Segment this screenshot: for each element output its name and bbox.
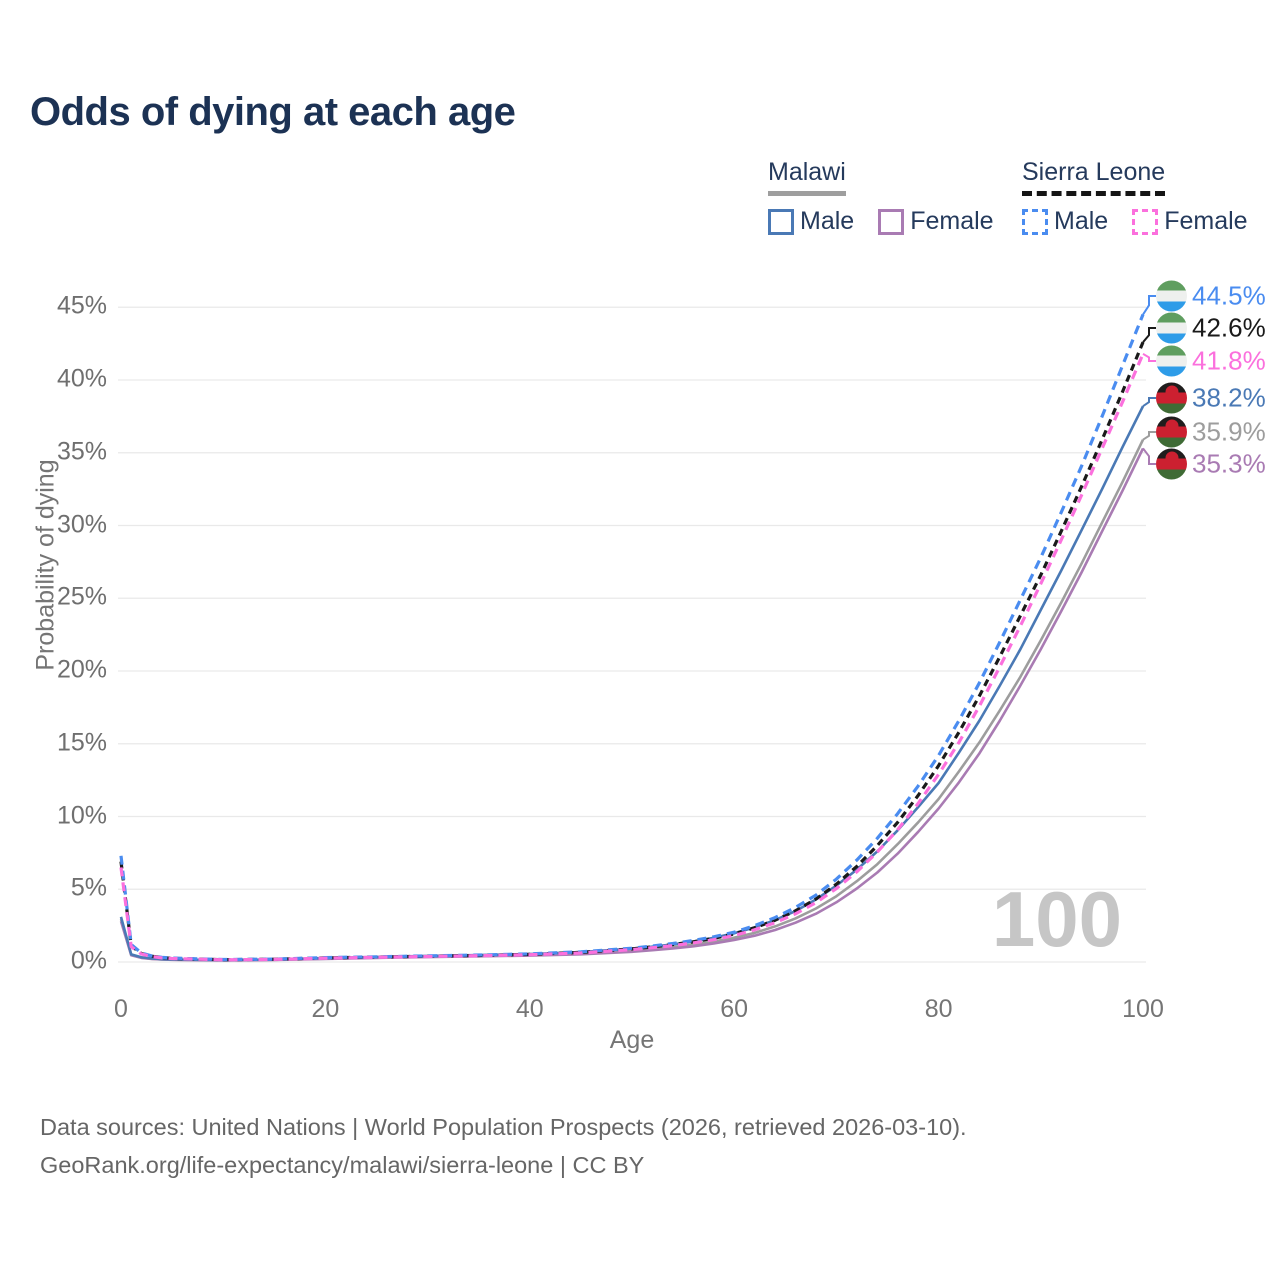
- end-value-label-sierra-leone-male: 44.5%: [1192, 280, 1266, 311]
- end-value-label-sierra-leone-female: 41.8%: [1192, 345, 1266, 376]
- y-tick-label: 35%: [56, 437, 107, 466]
- legend-label: Female: [1164, 207, 1248, 235]
- label-connector: [1142, 431, 1156, 441]
- x-tick-label: 100: [1122, 995, 1164, 1023]
- flag-stripe: [1156, 333, 1187, 344]
- series-line-sierra-leone-female[interactable]: [119, 353, 1145, 962]
- x-axis-title: Age: [609, 1026, 655, 1054]
- end-value-label-malawi-both: 35.9%: [1192, 416, 1266, 447]
- label-connector: [1142, 352, 1156, 362]
- y-tick-label: 40%: [56, 364, 107, 393]
- x-tick-label: 40: [515, 995, 544, 1023]
- legend-item-sierra-leone-female[interactable]: Female: [1132, 207, 1248, 236]
- page-title: Odds of dying at each age: [30, 90, 516, 134]
- sierra-leone-flag-icon: [1156, 312, 1187, 344]
- flag-stripe: [1156, 458, 1187, 470]
- series-line-sierra-leone-both[interactable]: [119, 341, 1145, 962]
- flag-stripe: [1156, 382, 1187, 393]
- malawi-female-swatch-icon: [878, 208, 905, 235]
- series-line-sierra-leone-male[interactable]: [119, 313, 1145, 962]
- label-connector: [1142, 327, 1156, 343]
- y-tick-label: 45%: [56, 291, 107, 320]
- legend-item-malawi-female[interactable]: Female: [878, 207, 994, 236]
- x-tick-label: 60: [720, 995, 749, 1023]
- end-value-label-sierra-leone-both: 42.6%: [1192, 312, 1266, 343]
- sierra-leone-flag-icon: [1156, 345, 1187, 377]
- flag-stripe: [1156, 355, 1187, 367]
- series-line-malawi-both[interactable]: [119, 439, 1145, 962]
- y-tick-label: 30%: [56, 509, 107, 538]
- end-value-label-malawi-female: 35.3%: [1192, 448, 1266, 479]
- flag-stripe: [1156, 366, 1187, 377]
- malawi-male-swatch-icon: [768, 208, 794, 235]
- flag-stripe: [1156, 290, 1187, 302]
- x-tick-label: 80: [924, 995, 953, 1023]
- legend-group-sierra-leone: Sierra Leone Male Female: [1022, 158, 1248, 236]
- source-line-1: Data sources: United Nations | World Pop…: [40, 1114, 967, 1140]
- malawi-flag-icon: [1156, 448, 1187, 480]
- legend-item-malawi-male[interactable]: Male: [768, 207, 854, 236]
- source-line-2: GeoRank.org/life-expectancy/malawi/sierr…: [40, 1152, 645, 1178]
- flag-stripe: [1156, 322, 1187, 334]
- x-tick-label: 20: [311, 995, 340, 1023]
- y-tick-label: 25%: [56, 582, 107, 611]
- flag-stripe: [1156, 312, 1187, 323]
- flag-stripe: [1156, 345, 1187, 356]
- flag-stripe: [1156, 301, 1187, 312]
- y-tick-label: 15%: [56, 728, 107, 757]
- x-tick-label: 0: [114, 995, 128, 1023]
- flag-stripe: [1156, 426, 1187, 438]
- sierra-leone-female-swatch-icon: [1132, 208, 1159, 235]
- flag-sun: [1165, 385, 1178, 393]
- y-tick-label: 0%: [70, 946, 107, 975]
- label-connector: [1142, 397, 1156, 408]
- flag-sun: [1165, 419, 1178, 427]
- legend-group-malawi: Malawi Male Female: [768, 158, 994, 236]
- end-value-label-malawi-male: 38.2%: [1192, 382, 1266, 413]
- legend-label: Male: [800, 207, 855, 235]
- flag-stripe: [1156, 448, 1187, 459]
- legend-label: Female: [910, 207, 994, 235]
- label-connector: [1142, 447, 1156, 465]
- data-source-note: Data sources: United Nations | World Pop…: [40, 1108, 967, 1184]
- flag-stripe: [1156, 392, 1187, 404]
- malawi-flag-icon: [1156, 382, 1187, 414]
- y-tick-label: 10%: [56, 800, 107, 829]
- label-connector: [1142, 295, 1156, 316]
- flag-stripe: [1156, 403, 1187, 414]
- sierra-leone-flag-icon: [1156, 280, 1187, 312]
- malawi-flag-icon: [1156, 416, 1187, 448]
- flag-stripe: [1156, 280, 1187, 291]
- y-tick-label: 20%: [56, 655, 107, 684]
- legend-item-sierra-leone-male[interactable]: Male: [1022, 207, 1108, 236]
- legend-country-malawi: Malawi: [768, 158, 846, 196]
- flag-stripe: [1156, 437, 1187, 448]
- legend-country-sierra-leone: Sierra Leone: [1022, 158, 1166, 196]
- legend-label: Male: [1054, 207, 1109, 235]
- flag-stripe: [1156, 416, 1187, 427]
- sierra-leone-male-swatch-icon: [1022, 208, 1048, 235]
- y-axis-title: Probability of dying: [31, 459, 60, 671]
- flag-stripe: [1156, 469, 1187, 480]
- flag-sun: [1165, 451, 1178, 459]
- y-tick-label: 5%: [70, 873, 107, 902]
